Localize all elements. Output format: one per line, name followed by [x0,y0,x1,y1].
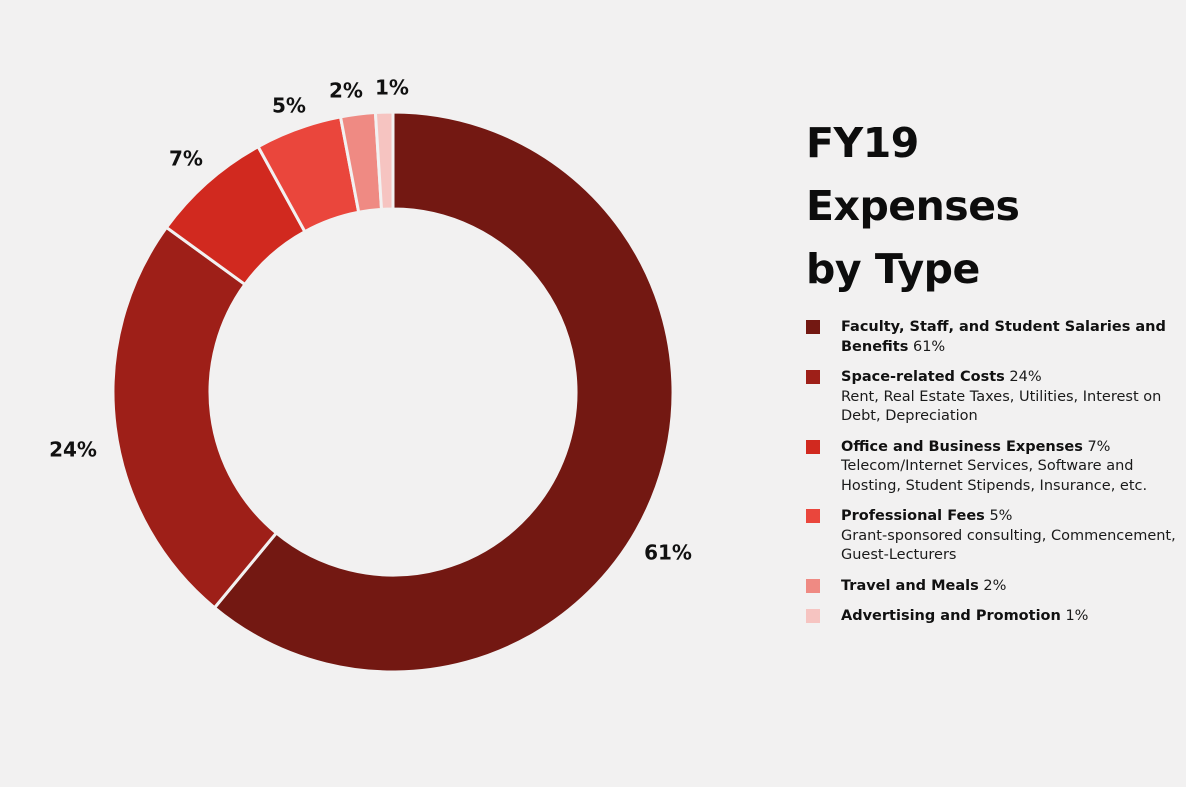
donut-slice-0 [212,110,675,674]
chart-title: FY19 Expenses by Type [806,112,1146,301]
donut-data-labels: 61% 24% 7% 5% 2% 1% [49,76,692,565]
donut-slices [111,110,675,674]
chart-title-line-2: Expenses [806,182,1020,230]
data-label-3: 5% [272,94,306,118]
legend-swatch [806,609,820,623]
legend-item-advertising: Advertising and Promotion 1% [806,607,1176,627]
donut-slice-1 [111,225,279,610]
legend-item-name: Office and Business Expenses [841,438,1083,455]
chart-title-line-1: FY19 [806,119,919,167]
legend-item-space-costs: Space-related Costs 24% Rent, Real Estat… [806,368,1176,427]
legend-item-percent: 2% [983,577,1007,594]
data-label-1: 24% [49,438,97,462]
legend-swatch [806,320,820,334]
data-label-2: 7% [169,147,203,171]
data-label-4: 2% [329,79,363,103]
legend-item-name: Professional Fees [841,508,985,524]
legend-item-name: Travel and Meals [841,577,979,594]
legend-swatch [806,439,820,454]
legend-item-office-expenses: Office and Business Expenses 7% Telecom/… [806,438,1176,497]
data-label-5: 1% [375,76,409,100]
legend-swatch [806,578,820,593]
legend-item-name: Space-related Costs [841,369,1005,385]
legend-item-percent: 61% [912,338,946,355]
legend-item-professional-fees: Professional Fees 5% Grant-sponsored con… [806,507,1176,566]
donut-slice-5 [373,110,395,211]
donut-chart: 61% 24% 7% 5% 2% 1% [49,76,692,674]
legend-item-description: Rent, Real Estate Taxes, Utilities, Inte… [841,388,1162,425]
legend-item-percent: 24% [1009,369,1042,385]
legend-item-percent: 5% [989,508,1013,524]
legend-item-name: Advertising and Promotion [841,608,1061,624]
legend-item-percent: 7% [1087,438,1111,455]
legend-item-percent: 1% [1065,608,1089,624]
data-label-0: 61% [644,541,692,565]
chart-title-line-3: by Type [806,245,980,293]
legend: Faculty, Staff, and Student Salaries and… [806,318,1176,638]
legend-item-description: Grant-sponsored consulting, Commencement… [841,527,1176,564]
legend-swatch [806,370,820,384]
legend-swatch [806,509,820,523]
legend-item-description: Telecom/Internet Services, Software and … [841,458,1148,494]
legend-item-name: Faculty, Staff, and Student Salaries and… [841,319,1166,355]
legend-item-salaries: Faculty, Staff, and Student Salaries and… [806,318,1176,357]
legend-item-travel: Travel and Meals 2% [806,577,1176,597]
